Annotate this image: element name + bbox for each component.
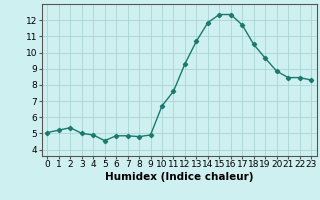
X-axis label: Humidex (Indice chaleur): Humidex (Indice chaleur) (105, 172, 253, 182)
